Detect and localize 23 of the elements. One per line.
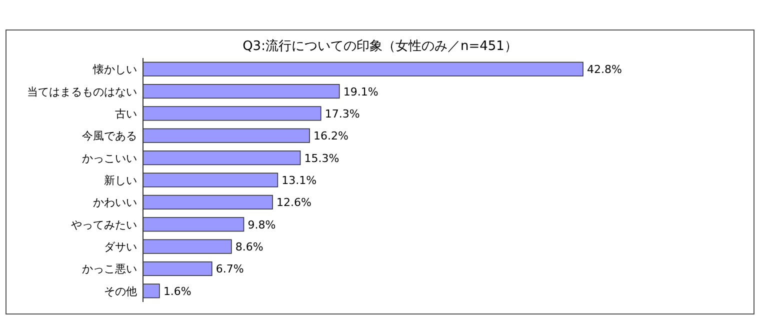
data-label: 42.8% bbox=[587, 63, 622, 76]
data-label: 9.8% bbox=[248, 218, 276, 232]
data-label: 1.6% bbox=[163, 284, 192, 298]
data-label: 19.1% bbox=[343, 85, 378, 98]
y-tick-label: その他 bbox=[104, 284, 137, 298]
data-label: 8.6% bbox=[235, 240, 264, 254]
chart-title: Q3:流行についての印象（女性のみ／n=451） bbox=[242, 38, 518, 54]
y-tick-label: 当てはまるものはない bbox=[27, 85, 137, 98]
data-label: 17.3% bbox=[324, 107, 360, 120]
y-tick-label: 懐かしい bbox=[92, 63, 137, 76]
y-tick-label: 今風である bbox=[82, 130, 137, 143]
y-tick-label: かっこ悪い bbox=[82, 262, 137, 276]
y-tick-label: 新しい bbox=[104, 174, 137, 187]
data-label: 16.2% bbox=[314, 130, 348, 143]
y-tick-label: 古い bbox=[115, 107, 137, 120]
y-tick-label: かわいい bbox=[93, 196, 137, 210]
data-label: 6.7% bbox=[216, 262, 244, 276]
data-label: 15.3% bbox=[304, 152, 340, 165]
y-tick-label: ダサい bbox=[104, 240, 137, 254]
data-label: 13.1% bbox=[282, 174, 317, 187]
y-tick-label: やってみたい bbox=[71, 218, 137, 232]
y-tick-label: かっこいい bbox=[82, 152, 137, 165]
data-label: 12.6% bbox=[276, 196, 312, 210]
